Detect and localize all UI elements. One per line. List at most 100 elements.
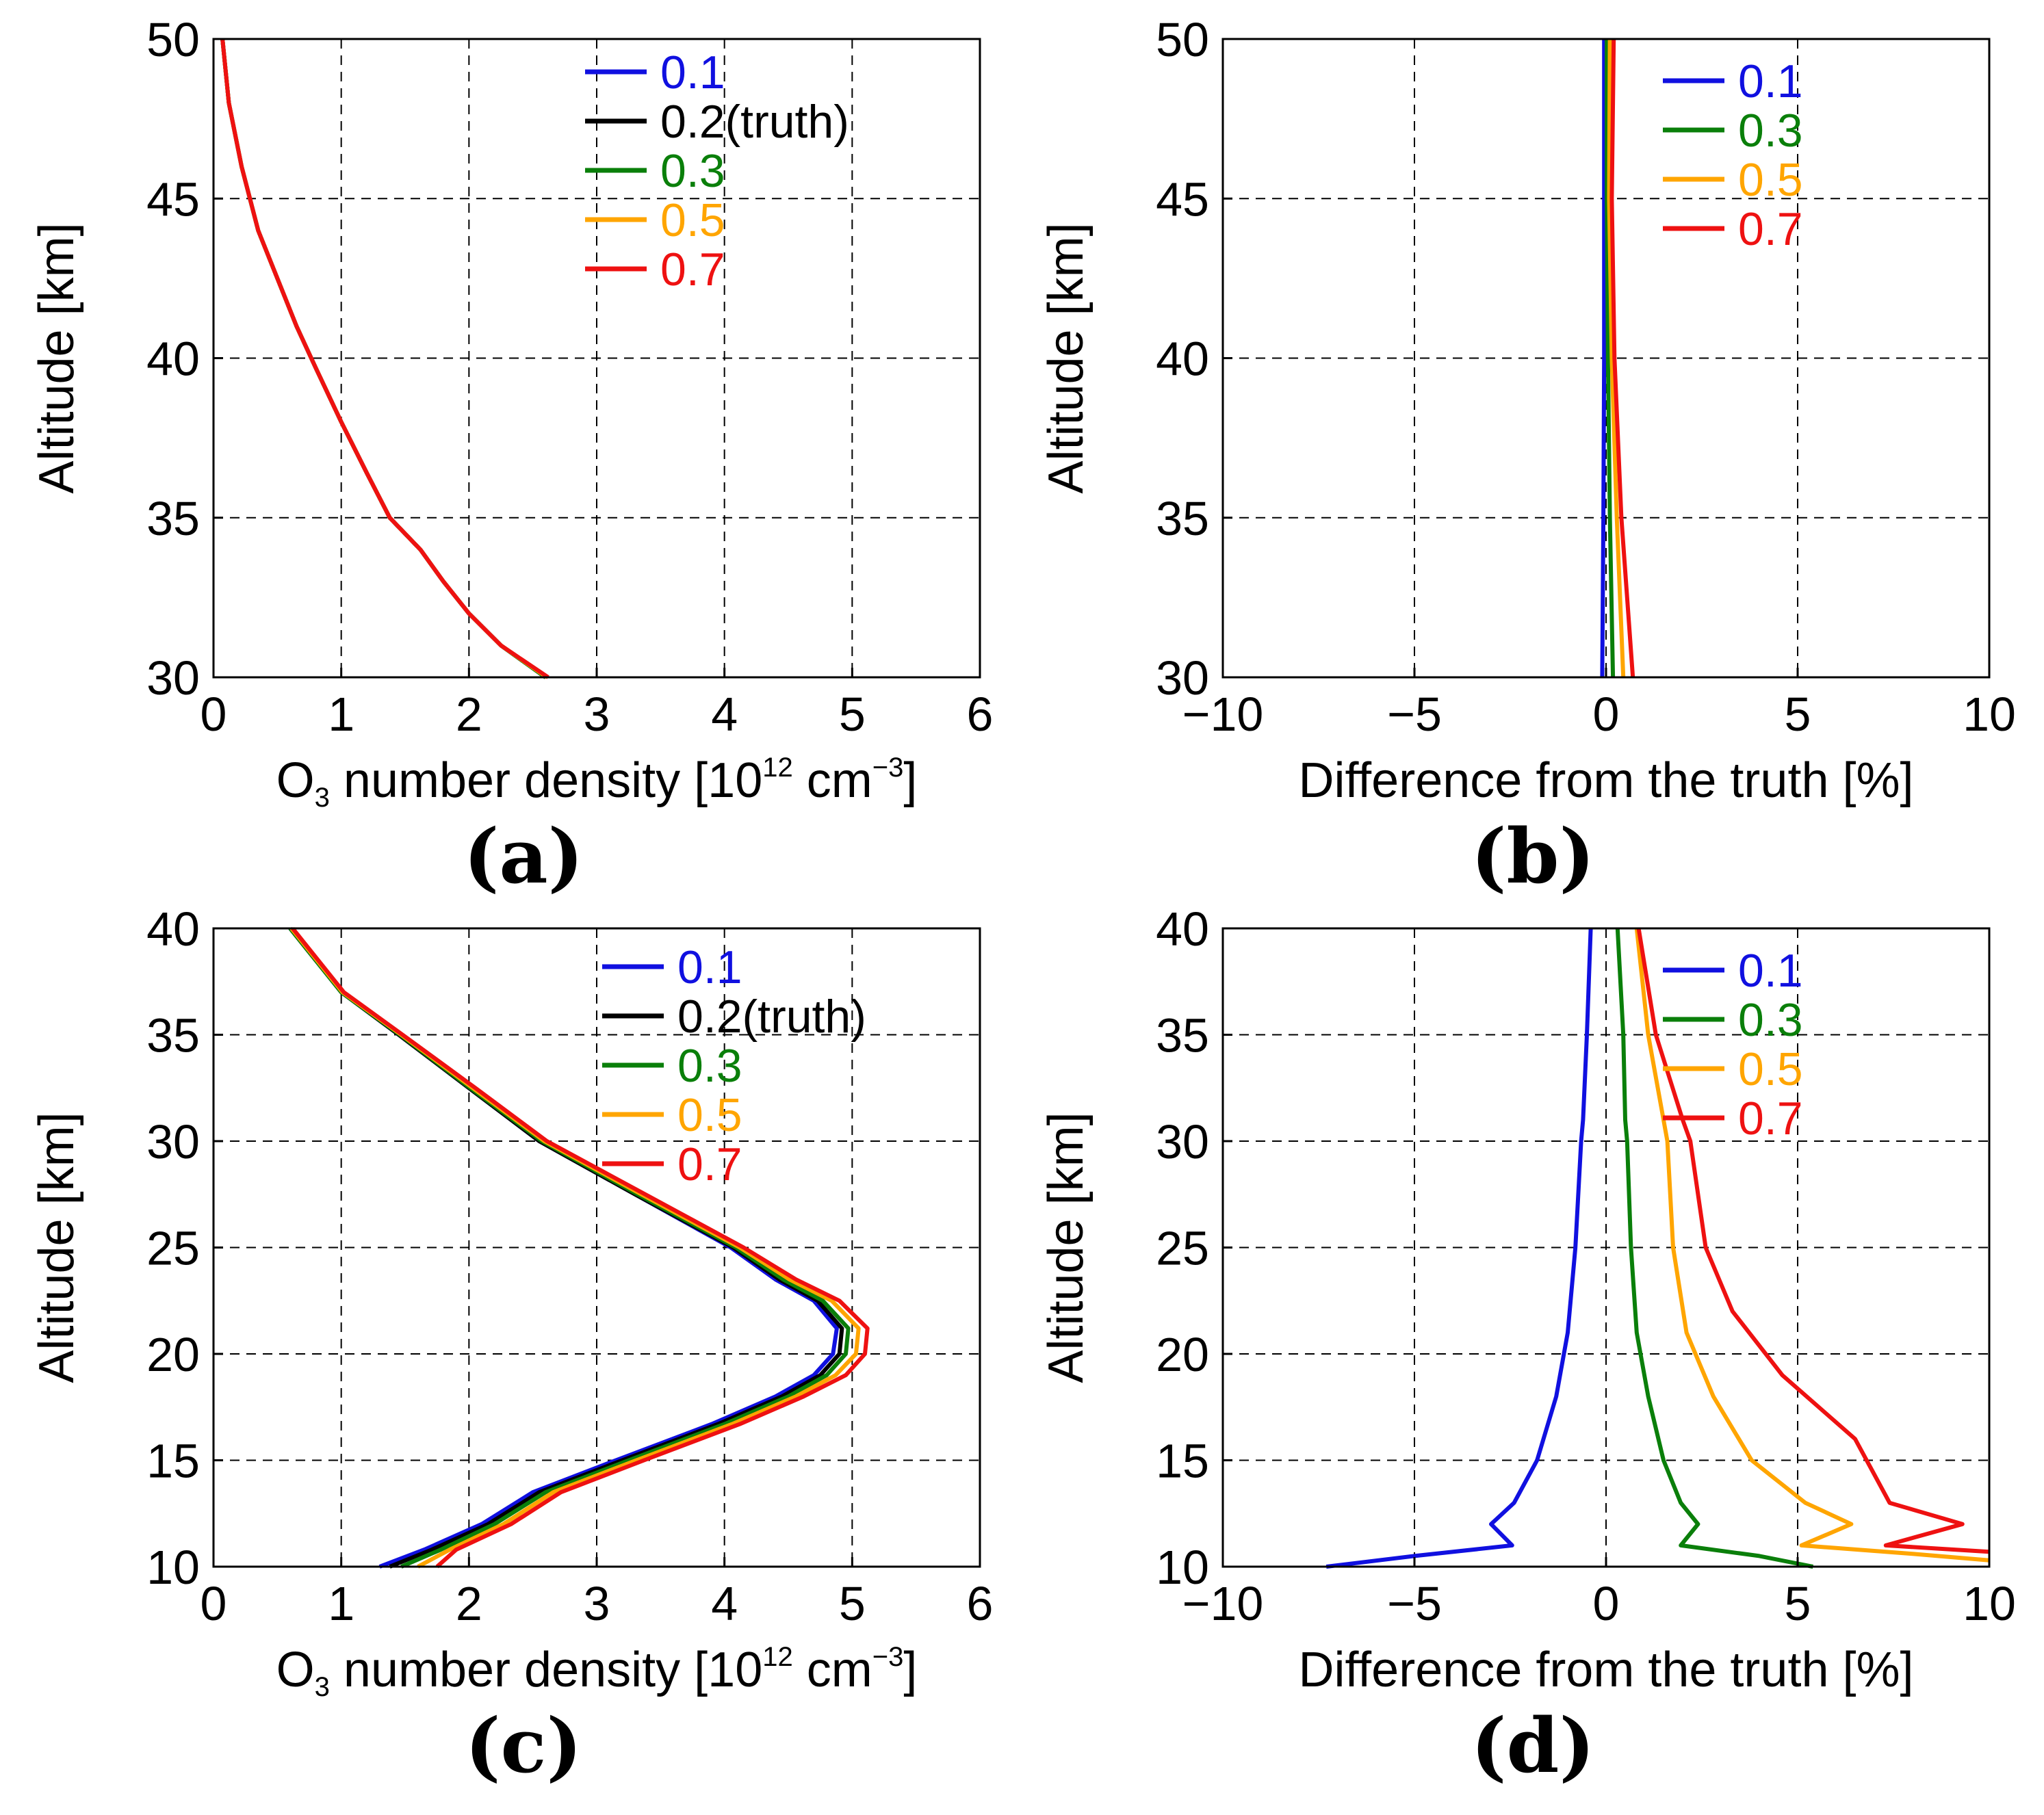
x-tick-label: 3 xyxy=(584,1577,610,1630)
legend-label: 0.7 xyxy=(1738,203,1803,255)
y-tick-label: 30 xyxy=(1156,1115,1209,1168)
x-tick-label: −5 xyxy=(1387,1577,1442,1630)
y-tick-label: 35 xyxy=(146,1009,200,1062)
series-line-0.3 xyxy=(1605,39,1616,678)
x-tick-label: 4 xyxy=(711,1577,738,1630)
x-label-part: −3 xyxy=(872,1642,904,1672)
panel-label: (c) xyxy=(465,1701,582,1790)
x-tick-label: 1 xyxy=(328,688,354,741)
panel-d: −10 −5 0 5 10 10 15 20 25 30 35 40 Altitude [km] Diff… xyxy=(1039,902,2016,1790)
x-tick-label: 0 xyxy=(1593,1577,1620,1630)
y-tick-label: 50 xyxy=(146,13,200,66)
x-tick-label: 10 xyxy=(1963,1577,2016,1630)
legend-label: 0.3 xyxy=(660,145,725,197)
x-label-part: cm xyxy=(793,753,872,808)
y-axis-label: Altitude [km] xyxy=(29,1112,84,1383)
x-tick-label: 5 xyxy=(1785,688,1811,741)
legend-label: 0.2(truth) xyxy=(677,991,866,1043)
legend-label: 0.3 xyxy=(1738,105,1803,157)
y-tick-label: 30 xyxy=(146,1115,200,1168)
panel-label: (d) xyxy=(1471,1701,1594,1790)
y-tick-label: 45 xyxy=(1156,172,1209,226)
panel-label: (b) xyxy=(1471,812,1594,900)
y-tick-label: 15 xyxy=(1156,1435,1209,1488)
legend-label: 0.7 xyxy=(677,1138,742,1190)
x-label-part: 12 xyxy=(762,1642,793,1672)
series-line-0.5 xyxy=(1607,38,1626,678)
legend-label: 0.1 xyxy=(660,47,725,99)
series-line-0.3 xyxy=(1615,928,1813,1569)
x-tick-label: 6 xyxy=(967,1577,994,1630)
x-tick-label: 5 xyxy=(839,1577,866,1630)
x-tick-label: 5 xyxy=(839,688,866,741)
legend-label: 0.5 xyxy=(1738,1043,1803,1095)
legend-label: 0.7 xyxy=(1738,1093,1803,1145)
y-tick-label: 30 xyxy=(1156,651,1209,705)
x-axis-label: Difference from the truth [%] xyxy=(1298,1643,1913,1697)
y-tick-label: 10 xyxy=(1156,1541,1209,1594)
x-tick-label: 2 xyxy=(456,688,482,741)
x-axis-label: O3 number density [1012 cm−3] xyxy=(276,1642,918,1702)
series-line-0.7 xyxy=(220,38,549,679)
panel-label: (a) xyxy=(463,812,583,900)
y-tick-label: 40 xyxy=(146,902,200,956)
panel-b: −10 −5 0 5 10 30 35 40 45 50 Altitude [km] Differen… xyxy=(1039,13,2016,900)
x-axis-label: O3 number density [1012 cm−3] xyxy=(276,753,918,813)
x-tick-label: 4 xyxy=(711,688,738,741)
x-label-part: number density [10 xyxy=(330,753,762,808)
x-tick-label: 6 xyxy=(967,688,994,741)
x-label-part: 3 xyxy=(315,1672,330,1702)
x-label-part: cm xyxy=(793,1643,872,1697)
y-tick-label: 15 xyxy=(146,1435,200,1488)
y-tick-label: 20 xyxy=(1156,1328,1209,1381)
x-tick-label: 1 xyxy=(328,1577,354,1630)
y-axis-label: Altitude [km] xyxy=(1039,1112,1094,1383)
y-axis-label: Altitude [km] xyxy=(1039,222,1094,493)
y-tick-label: 25 xyxy=(146,1222,200,1275)
x-label-part: O xyxy=(276,1643,315,1697)
series-line-0.1 xyxy=(1600,39,1607,678)
x-tick-label: −10 xyxy=(1182,1577,1264,1630)
x-tick-label: 0 xyxy=(200,1577,227,1630)
legend-label: 0.3 xyxy=(1738,994,1803,1046)
y-tick-label: 35 xyxy=(1156,492,1209,545)
y-tick-label: 35 xyxy=(146,492,200,545)
legend-label: 0.3 xyxy=(677,1040,742,1092)
y-tick-label: 50 xyxy=(1156,13,1209,66)
series-line-0.1 xyxy=(1325,928,1593,1569)
y-tick-label: 45 xyxy=(146,172,200,226)
x-label-part: 3 xyxy=(315,783,330,813)
x-tick-label: 3 xyxy=(584,688,610,741)
legend-label: 0.5 xyxy=(660,194,725,246)
y-tick-label: 40 xyxy=(1156,902,1209,956)
series-line-0.7 xyxy=(291,927,870,1569)
y-tick-label: 35 xyxy=(1156,1009,1209,1062)
y-tick-label: 25 xyxy=(1156,1222,1209,1275)
y-tick-label: 10 xyxy=(146,1541,200,1594)
x-label-part: −3 xyxy=(872,753,904,783)
legend-label: 0.1 xyxy=(1738,55,1803,107)
x-tick-label: 2 xyxy=(456,1577,482,1630)
legend-label: 0.1 xyxy=(1738,945,1803,997)
series-line-0.7 xyxy=(1636,928,1990,1554)
x-label-part: ] xyxy=(903,753,917,808)
x-tick-label: −5 xyxy=(1387,688,1442,741)
x-tick-label: 10 xyxy=(1963,688,2016,741)
legend-label: 0.5 xyxy=(677,1089,742,1141)
x-label-part: 12 xyxy=(762,753,793,783)
series-line-0.7 xyxy=(1609,38,1635,678)
series-line-0.5 xyxy=(1634,928,1990,1563)
legend-label: 0.7 xyxy=(660,244,725,296)
legend-label: 0.1 xyxy=(677,941,742,993)
x-axis-label: Difference from the truth [%] xyxy=(1298,753,1913,808)
y-tick-label: 40 xyxy=(1156,332,1209,386)
y-axis-label: Altitude [km] xyxy=(29,222,84,493)
x-tick-label: 5 xyxy=(1785,1577,1811,1630)
x-tick-label: −10 xyxy=(1182,688,1264,741)
legend-label: 0.2(truth) xyxy=(660,96,849,148)
x-label-part: number density [10 xyxy=(330,1643,762,1697)
x-label-part: O xyxy=(276,753,315,808)
y-tick-label: 30 xyxy=(146,651,200,705)
x-tick-label: 0 xyxy=(200,688,227,741)
